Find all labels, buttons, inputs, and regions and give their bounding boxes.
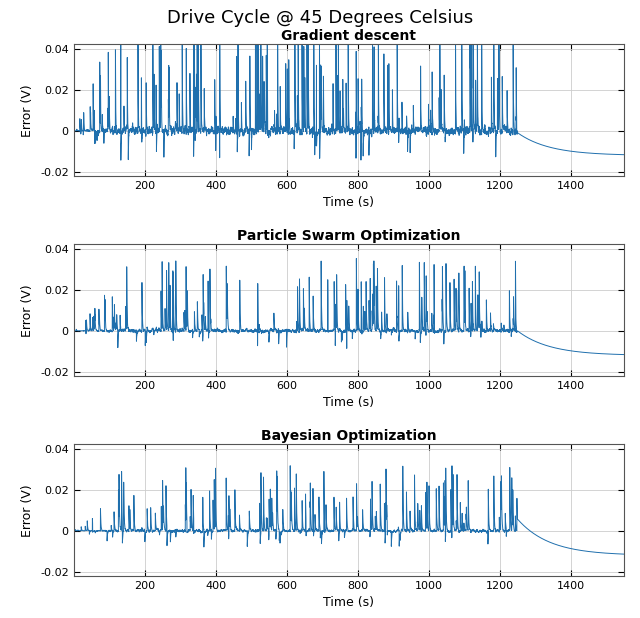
Title: Gradient descent: Gradient descent [282, 29, 416, 43]
X-axis label: Time (s): Time (s) [323, 596, 374, 609]
X-axis label: Time (s): Time (s) [323, 197, 374, 210]
Y-axis label: Error (V): Error (V) [21, 284, 35, 337]
Y-axis label: Error (V): Error (V) [21, 84, 35, 137]
Y-axis label: Error (V): Error (V) [21, 484, 35, 536]
X-axis label: Time (s): Time (s) [323, 396, 374, 410]
Title: Particle Swarm Optimization: Particle Swarm Optimization [237, 229, 461, 243]
Title: Bayesian Optimization: Bayesian Optimization [261, 430, 436, 443]
Text: Drive Cycle @ 45 Degrees Celsius: Drive Cycle @ 45 Degrees Celsius [167, 9, 473, 27]
